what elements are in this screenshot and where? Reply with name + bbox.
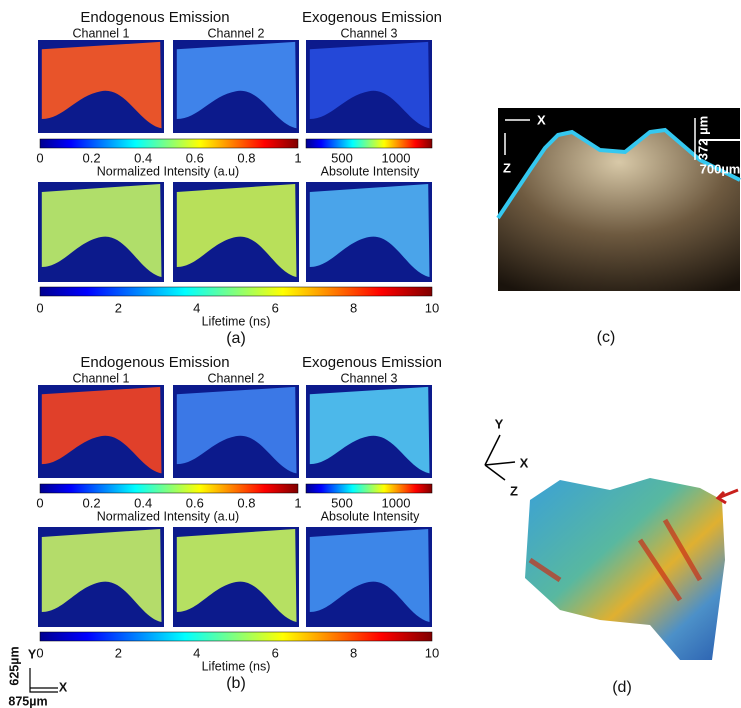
scale-x-axis: X (59, 680, 68, 694)
colorbar-tick-label: 0 (36, 645, 43, 660)
panel-label: (b) (226, 675, 246, 692)
colorbar-label: Lifetime (ns) (202, 659, 271, 673)
colorbar-tick-label: 1 (294, 495, 301, 510)
render-y-axis: Y (495, 416, 504, 431)
colorbar-tick-label: 0.6 (186, 495, 204, 510)
colorbar (40, 139, 298, 148)
section-header: Exogenous Emission (302, 9, 442, 26)
colorbar (306, 484, 432, 493)
colorbar (40, 632, 432, 641)
colorbar-tick-label: 0.4 (134, 150, 152, 165)
channel-label: Channel 3 (341, 371, 398, 385)
colorbar-tick-label: 0 (36, 150, 43, 165)
colorbar-label: Absolute Intensity (321, 509, 420, 523)
figure: X Z 372 µm 700µm (c) Y X Z (d) Y 625µm X… (0, 0, 741, 708)
scale-bar (30, 668, 58, 692)
colorbar-tick-label: 0.2 (83, 150, 101, 165)
section-header: Endogenous Emission (80, 354, 229, 371)
colorbar-tick-label: 10 (425, 300, 439, 315)
render-x-axis: X (520, 455, 529, 470)
colorbar-tick-label: 2 (115, 645, 122, 660)
colorbar-tick-label: 6 (272, 645, 279, 660)
colorbar-tick-label: 4 (193, 645, 200, 660)
oct-width-scale: 700µm (700, 161, 741, 176)
channel-label: Channel 1 (73, 371, 130, 385)
channel-label: Channel 3 (341, 26, 398, 40)
colorbar (40, 287, 432, 296)
scale-y-length: 625µm (7, 646, 21, 685)
colorbar-tick-label: 500 (331, 150, 353, 165)
panel-label: (c) (597, 329, 616, 346)
colorbar-tick-label: 0.8 (237, 495, 255, 510)
colorbar-tick-label: 2 (115, 300, 122, 315)
colorbar (40, 484, 298, 493)
section-header: Exogenous Emission (302, 354, 442, 371)
section-header: Endogenous Emission (80, 9, 229, 26)
colorbar-tick-label: 1000 (382, 150, 411, 165)
oct-x-axis: X (537, 112, 546, 127)
colorbar-tick-label: 8 (350, 645, 357, 660)
colorbar-tick-label: 0.4 (134, 495, 152, 510)
colorbar-tick-label: 1000 (382, 495, 411, 510)
colorbar-tick-label: 8 (350, 300, 357, 315)
colorbar-tick-label: 0.6 (186, 150, 204, 165)
colorbar-tick-label: 1 (294, 150, 301, 165)
oct-z-axis: Z (503, 160, 511, 175)
channel-label: Channel 1 (73, 26, 130, 40)
render-z-axis: Z (510, 483, 518, 498)
colorbar-label: Normalized Intensity (a.u) (97, 509, 239, 523)
colorbar-tick-label: 0.8 (237, 150, 255, 165)
colorbar-tick-label: 4 (193, 300, 200, 315)
oct-depth-scale: 372 µm (695, 116, 710, 160)
colorbar-tick-label: 6 (272, 300, 279, 315)
colorbar-tick-label: 10 (425, 645, 439, 660)
colorbar-label: Absolute Intensity (321, 164, 420, 178)
colorbar-label: Lifetime (ns) (202, 314, 271, 328)
colorbar (306, 139, 432, 148)
panel-label: (d) (612, 679, 632, 696)
channel-label: Channel 2 (208, 26, 265, 40)
channel-label: Channel 2 (208, 371, 265, 385)
panel-label: (a) (226, 330, 246, 347)
scale-x-length: 875µm (8, 694, 47, 708)
colorbar-label: Normalized Intensity (a.u) (97, 164, 239, 178)
colorbar-tick-label: 0 (36, 300, 43, 315)
colorbar-tick-label: 0 (36, 495, 43, 510)
colorbar-tick-label: 500 (331, 495, 353, 510)
colorbar-tick-label: 0.2 (83, 495, 101, 510)
